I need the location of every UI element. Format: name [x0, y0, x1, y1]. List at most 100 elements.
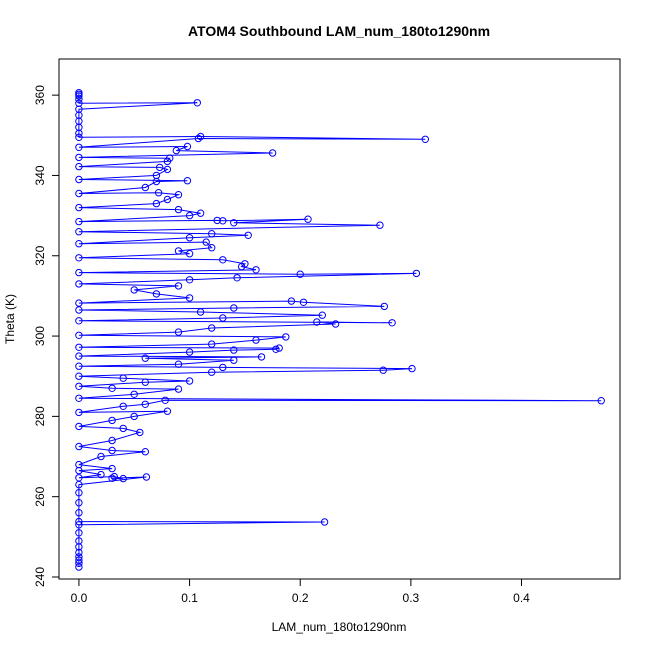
x-tick-label: 0.0	[71, 591, 88, 605]
data-layer	[75, 89, 605, 571]
data-point	[185, 294, 194, 302]
data-point	[244, 231, 252, 240]
data-point	[108, 384, 116, 392]
data-point	[75, 133, 83, 142]
data-point	[75, 254, 83, 262]
data-point	[172, 146, 181, 155]
data-point	[320, 518, 329, 526]
data-point	[282, 333, 290, 341]
y-axis: 240 260 280 300 320 340 360	[33, 85, 60, 587]
data-point	[75, 529, 83, 537]
data-point	[230, 356, 238, 364]
data-point	[163, 195, 172, 204]
data-point	[230, 219, 238, 227]
data-point	[119, 374, 127, 382]
data-point	[388, 319, 396, 327]
data-point	[75, 422, 83, 431]
data-point	[108, 436, 116, 445]
data-point	[75, 228, 83, 236]
data-point	[75, 474, 83, 482]
data-point	[141, 378, 150, 386]
data-point	[75, 442, 83, 451]
data-point	[331, 320, 340, 328]
data-point	[75, 99, 83, 107]
data-point	[141, 354, 150, 362]
data-point	[174, 205, 183, 214]
data-point	[119, 474, 127, 483]
data-point	[75, 317, 83, 325]
data-point	[75, 460, 83, 469]
data-point	[75, 331, 83, 339]
data-point	[597, 397, 605, 405]
data-point	[412, 269, 421, 278]
data-point	[185, 211, 194, 220]
data-point	[119, 402, 127, 410]
data-point	[219, 314, 227, 322]
data-point	[75, 556, 83, 564]
data-point	[275, 344, 283, 352]
data-point	[75, 537, 83, 545]
y-tick-label: 260	[33, 486, 47, 506]
data-point	[130, 286, 138, 294]
data-point	[75, 217, 83, 226]
data-point	[141, 400, 150, 408]
data-point	[296, 270, 304, 278]
data-point	[75, 408, 83, 417]
data-point	[163, 165, 172, 174]
data-point	[75, 382, 83, 390]
data-point	[75, 521, 83, 529]
data-point	[213, 216, 221, 225]
data-point	[287, 297, 296, 305]
data-point	[141, 183, 150, 192]
data-point	[141, 448, 150, 456]
data-point	[252, 336, 260, 344]
data-point	[75, 553, 83, 561]
data-point	[75, 189, 83, 198]
data-point	[230, 346, 238, 354]
data-point	[75, 162, 83, 171]
data-point	[185, 377, 194, 385]
data-point	[219, 363, 227, 372]
data-point	[130, 390, 138, 398]
data-point	[108, 416, 116, 425]
data-point	[152, 199, 161, 208]
data-point	[185, 348, 194, 356]
data-point	[75, 394, 83, 402]
x-tick-label: 0.4	[513, 591, 530, 605]
data-point	[230, 304, 238, 312]
data-point	[196, 308, 205, 316]
data-point	[166, 154, 174, 162]
data-point	[75, 509, 83, 517]
data-point	[75, 143, 83, 152]
data-point	[75, 499, 83, 507]
data-point	[75, 89, 83, 97]
data-point	[257, 353, 266, 361]
data-point	[421, 135, 429, 144]
data-point	[75, 489, 83, 497]
data-point	[299, 298, 308, 306]
data-point	[161, 396, 169, 404]
data-point	[208, 368, 216, 376]
data-point	[75, 280, 83, 288]
data-point	[174, 328, 183, 336]
data-point	[174, 282, 183, 290]
y-tick-label: 340	[33, 165, 47, 185]
data-point	[97, 452, 105, 461]
data-point	[219, 217, 227, 225]
data-point	[304, 215, 312, 223]
data-point	[75, 372, 83, 380]
data-point	[208, 230, 216, 238]
data-point	[208, 244, 216, 252]
data-point	[75, 343, 83, 351]
data-point	[272, 345, 280, 353]
x-tick-label: 0.3	[403, 591, 420, 605]
data-point	[313, 318, 321, 326]
data-point	[174, 247, 183, 255]
data-point	[174, 385, 183, 393]
data-point	[75, 268, 83, 277]
y-tick-label: 300	[33, 326, 47, 346]
data-point	[408, 364, 416, 373]
data-point	[130, 412, 138, 421]
data-point	[110, 472, 119, 481]
